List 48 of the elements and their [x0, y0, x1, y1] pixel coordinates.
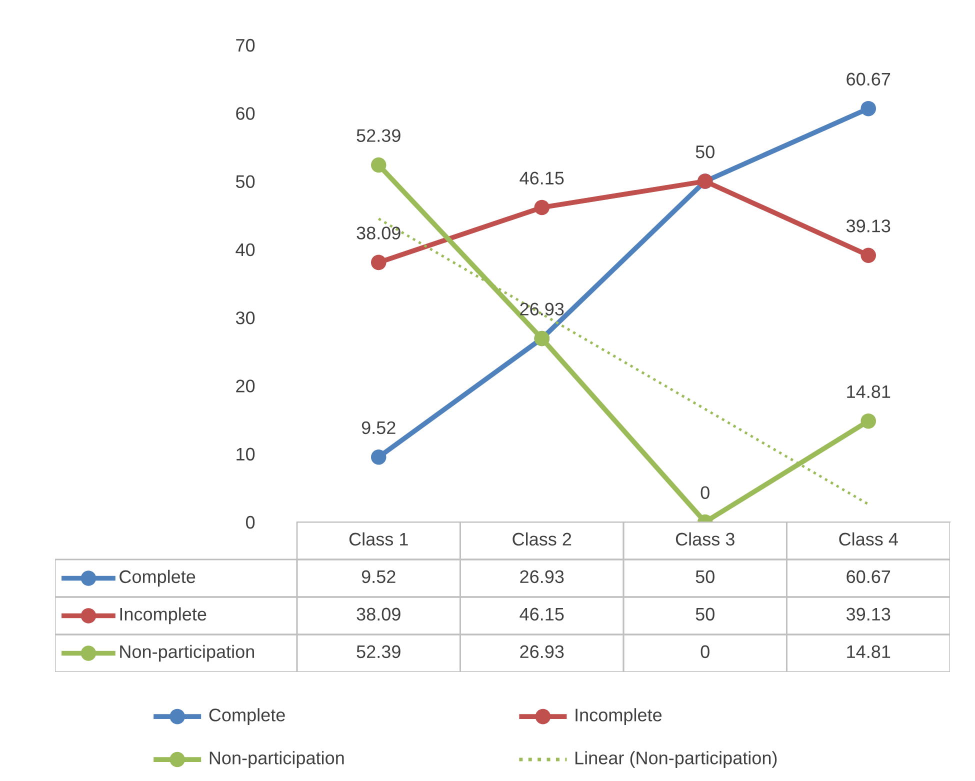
point	[370, 449, 386, 465]
data-label: 50	[696, 570, 714, 584]
text: Incomplete	[576, 708, 662, 725]
x-tick-label: Class 4	[839, 532, 898, 546]
y-tick-label: 60	[236, 107, 255, 120]
annotation: 38.09	[356, 226, 400, 240]
annotation: 46.15	[520, 172, 564, 185]
data-label: 46.15	[520, 608, 564, 621]
y-tick-label: 20	[236, 380, 255, 392]
annotation: 50	[696, 145, 714, 158]
x-tick-label: Class 1	[349, 532, 408, 546]
data-label: 52.39	[356, 645, 400, 658]
y-tick-label: 50	[236, 175, 255, 188]
x-tick-label: Class 2	[512, 532, 572, 546]
legend-label: Complete	[120, 570, 196, 587]
point	[860, 248, 876, 263]
data-label: 38.09	[356, 608, 400, 621]
data-label: 0	[700, 645, 710, 658]
legend-label: Non-participation	[120, 644, 254, 662]
data-label: 60.67	[846, 570, 890, 584]
y-tick-label: 40	[236, 243, 255, 256]
annotation: 26.93	[520, 302, 564, 316]
y-tick-label: 70	[236, 38, 255, 52]
legend-label: Linear (Non-participation)	[576, 751, 777, 768]
legend-label: Incomplete	[120, 607, 206, 624]
annotation: 60.67	[846, 72, 890, 86]
point	[534, 200, 550, 216]
y-tick-label: 30	[236, 312, 255, 324]
annotation: 52.39	[356, 129, 400, 142]
text: Non-participation	[210, 751, 344, 768]
data-label: 14.81	[847, 645, 890, 658]
data-label: 26.93	[520, 570, 564, 584]
annotation: 14.81	[847, 385, 890, 398]
point	[370, 254, 386, 270]
x-tick-label: Class 3	[676, 532, 734, 546]
text: Complete	[209, 708, 285, 725]
y-tick-label: 0	[246, 516, 255, 529]
annotation: 0	[700, 486, 710, 499]
data-label: 50	[696, 608, 714, 621]
data-label: 26.93	[520, 645, 564, 658]
annotation: 9.52	[362, 421, 396, 434]
point	[860, 100, 876, 116]
data-label: 9.52	[362, 570, 396, 584]
point	[370, 157, 386, 173]
y-tick-label: 10	[236, 448, 255, 461]
point	[860, 413, 876, 429]
annotation: 39.13	[846, 220, 890, 232]
data-label: 39.13	[846, 608, 890, 621]
